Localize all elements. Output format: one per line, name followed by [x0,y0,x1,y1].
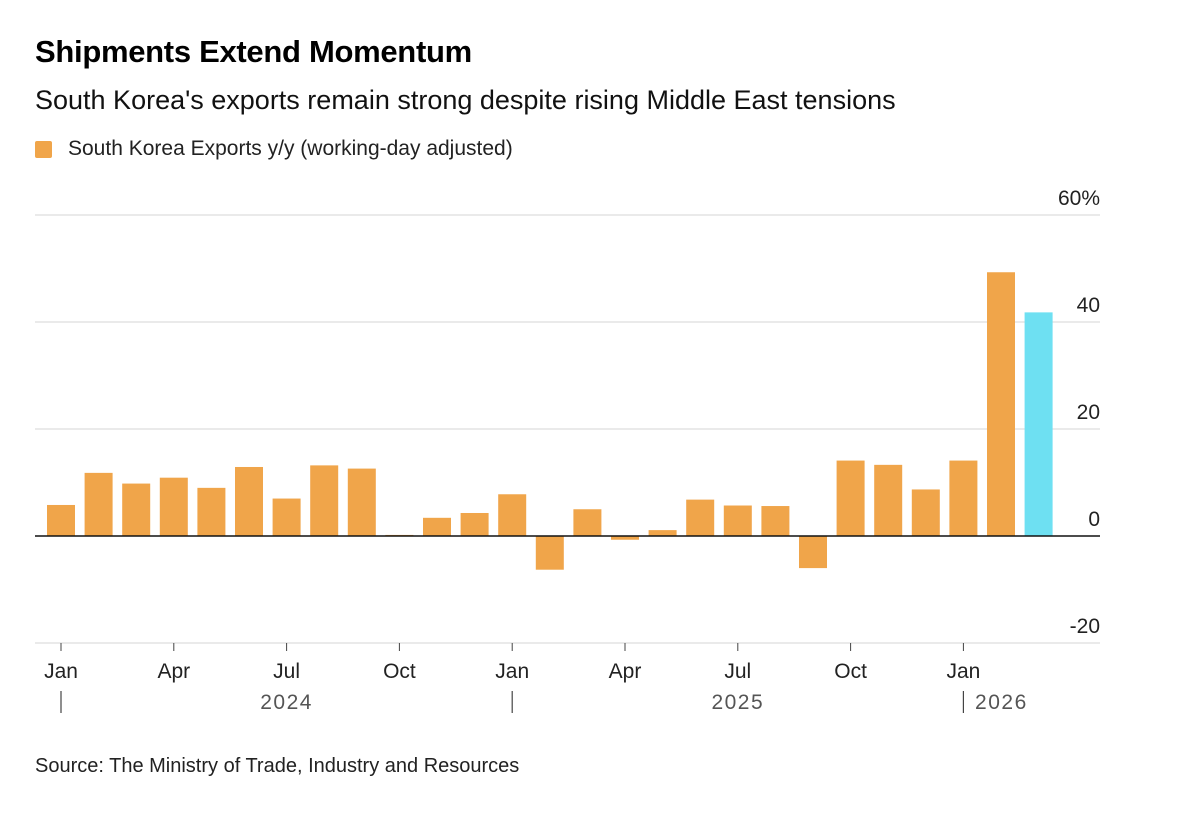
x-tick-label: Jan [495,660,529,683]
source-note: Source: The Ministry of Trade, Industry … [35,755,520,777]
bar [235,466,263,536]
bar [460,512,489,536]
bar [498,494,527,536]
x-tick-label: Oct [834,660,867,683]
year-label: 2026 [975,691,1028,714]
legend: South Korea Exports y/y (working-day adj… [35,137,513,161]
x-tick-label: Apr [609,660,642,683]
x-tick-label: Jan [44,660,78,683]
bar [347,468,376,536]
y-tick-label: 60% [1058,187,1100,210]
x-tick-label: Jul [273,660,300,683]
year-label: 2025 [711,691,764,714]
bar [122,483,151,536]
chart-subtitle: South Korea's exports remain strong desp… [35,85,896,115]
bar [949,460,978,536]
legend-label: South Korea Exports y/y (working-day adj… [68,137,513,160]
bar [573,509,602,536]
bar [310,465,339,536]
chart-title: Shipments Extend Momentum [35,34,472,69]
bar [761,506,790,536]
bar [987,272,1015,536]
y-tick-label: 40 [1077,294,1100,317]
bar [874,464,903,536]
legend-swatch [35,140,52,158]
x-tick-label: Oct [383,660,416,683]
bar [648,530,677,536]
x-tick-label: Jul [724,660,751,683]
bar [911,489,940,536]
bar [84,472,113,536]
bar [799,536,827,569]
bar [836,460,865,536]
y-tick-label: -20 [1070,615,1100,638]
bar [1024,312,1053,536]
bar [723,505,752,536]
bar [423,517,451,536]
bar [159,477,188,536]
y-tick-label: 20 [1077,401,1100,424]
bar [47,504,75,536]
year-label: 2024 [260,691,313,714]
bar [611,536,639,540]
bar [272,498,301,536]
bar [535,536,564,570]
x-tick-label: Jan [946,660,980,683]
x-tick-label: Apr [157,660,190,683]
bar [686,499,715,536]
bar [197,487,226,536]
y-tick-label: 0 [1088,508,1100,531]
